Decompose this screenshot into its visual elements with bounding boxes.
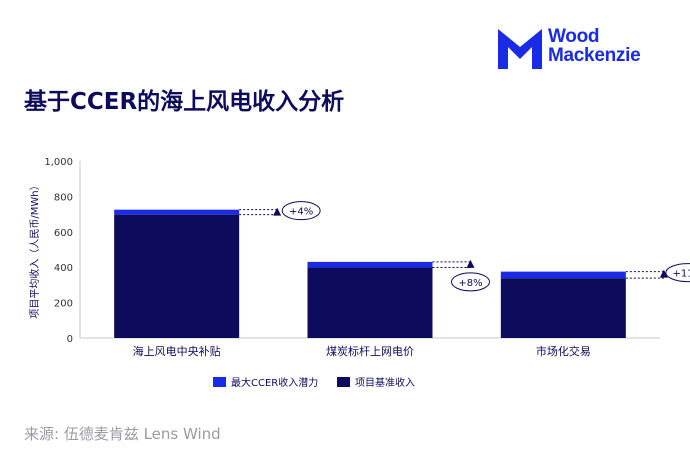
source-note: 来源: 伍德麦肯兹 Lens Wind [24, 425, 221, 443]
increase-marker-2 [466, 259, 475, 268]
bar-base-1 [114, 214, 240, 338]
y-tick-label: 400 [54, 263, 73, 274]
annotation-bubble-3 [665, 263, 690, 283]
x-tick-label: 市场化交易 [536, 344, 591, 358]
brand-logo: Wood Mackenzie [498, 27, 668, 71]
y-axis-label: 项目平均收入（人民币/MWh） [28, 180, 41, 318]
annotation-bubble-2 [451, 272, 490, 292]
y-tick-label: 0 [67, 334, 73, 345]
legend-swatch-ccer [213, 377, 226, 387]
y-tick-label: 200 [54, 299, 73, 310]
annotation-label: +8% [458, 278, 482, 289]
x-tick-label: 海上风电中央补贴 [133, 344, 221, 358]
wm-logo-icon [498, 29, 542, 69]
y-tick-label: 600 [54, 228, 73, 239]
legend-swatch-base [337, 377, 350, 387]
bar-base-3 [500, 278, 626, 338]
legend-label: 最大CCER收入潜力 [231, 376, 318, 389]
bar-ccer-2 [307, 261, 433, 268]
brand-name-line2: Mackenzie [548, 45, 641, 66]
y-tick-label: 800 [54, 192, 73, 203]
bar-ccer-1 [114, 209, 240, 215]
bar-base-2 [307, 267, 433, 338]
brand-name: Wood Mackenzie [548, 26, 641, 66]
bar-ccer-3 [500, 271, 626, 279]
brand-name-line1: Wood [548, 26, 600, 47]
annotation-bubble-1 [281, 201, 321, 221]
annotation-label: +4% [289, 207, 313, 218]
y-tick-label: 1,000 [44, 157, 73, 168]
page-title: 基于CCER的海上风电收入分析 [24, 89, 345, 115]
annotation-label: +11% [673, 269, 690, 280]
x-tick-label: 煤炭标杆上网电价 [326, 344, 414, 358]
legend-label: 项目基准收入 [355, 376, 415, 389]
increase-marker-1 [273, 207, 282, 216]
increase-marker-3 [659, 269, 668, 278]
